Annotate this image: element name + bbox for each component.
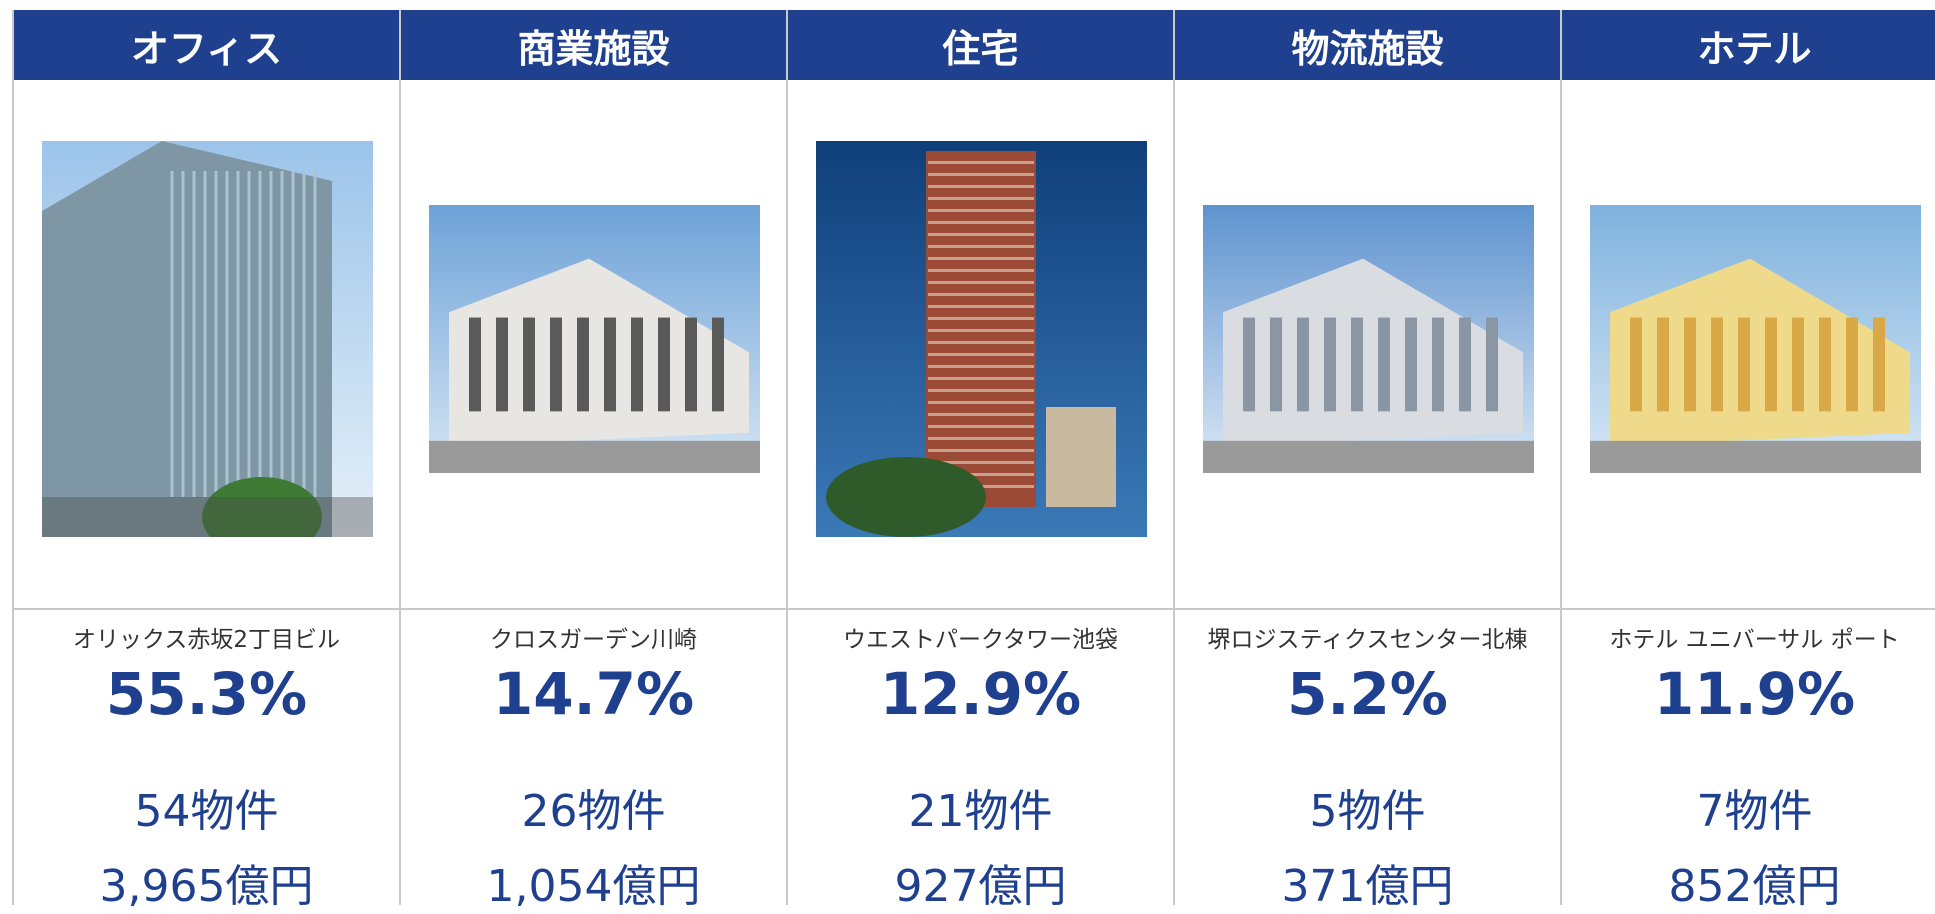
property-photo: [429, 205, 760, 473]
photo-caption: クロスガーデン川崎: [490, 627, 697, 653]
property-photo: [42, 141, 373, 537]
photo-caption: 堺ロジスティクスセンター北棟: [1207, 627, 1528, 653]
acquisition-amount: 3,965億円: [99, 861, 314, 912]
table-column: 商業施設 クロスガーデン川崎 14.7% 26物件 1,054億円: [399, 10, 786, 912]
acquisition-amount: 927億円: [894, 861, 1067, 912]
photo-caption: ウエストパークタワー池袋: [842, 627, 1119, 653]
column-header: 物流施設: [1175, 10, 1560, 80]
table-column: 物流施設 堺ロジスティクスセンター北棟 5.2% 5物件 371億円: [1173, 10, 1560, 912]
share-percent: 12.9%: [879, 660, 1082, 728]
property-count: 26物件: [521, 786, 666, 837]
table-column: 住宅 ウエストパークタワー池袋 12.9% 21物件 927億円: [786, 10, 1173, 912]
property-count: 5物件: [1309, 786, 1426, 837]
photo-caption: オリックス赤坂2丁目ビル: [73, 627, 340, 653]
photo-caption: ホテル ユニバーサル ポート: [1609, 627, 1900, 653]
share-percent: 5.2%: [1287, 660, 1448, 728]
property-count: 54物件: [134, 786, 279, 837]
photo-cell: 堺ロジスティクスセンター北棟: [1175, 80, 1560, 653]
acquisition-amount: 852億円: [1668, 861, 1841, 912]
share-percent: 11.9%: [1653, 660, 1856, 728]
table-column: ホテル ホテル ユニバーサル ポート 11.9% 7物件 852億円: [1560, 10, 1935, 912]
acquisition-amount: 371億円: [1281, 861, 1454, 912]
property-count: 7物件: [1696, 786, 1813, 837]
photo-cell: ホテル ユニバーサル ポート: [1562, 80, 1935, 653]
column-header: 商業施設: [401, 10, 786, 80]
property-table: オフィス オリックス赤坂2丁目ビル 55.3% 54物件 3,965億円 商業施設 クロ…: [12, 10, 1935, 912]
share-percent: 14.7%: [492, 660, 695, 728]
column-header: 住宅: [788, 10, 1173, 80]
column-header: オフィス: [14, 10, 399, 80]
column-header: ホテル: [1562, 10, 1935, 80]
photo-cell: ウエストパークタワー池袋: [788, 80, 1173, 653]
property-photo: [1203, 205, 1534, 473]
photo-cell: オリックス赤坂2丁目ビル: [14, 80, 399, 653]
table-column: オフィス オリックス赤坂2丁目ビル 55.3% 54物件 3,965億円: [12, 10, 399, 912]
property-count: 21物件: [908, 786, 1053, 837]
acquisition-amount: 1,054億円: [486, 861, 701, 912]
property-photo: [1590, 205, 1921, 473]
share-percent: 55.3%: [105, 660, 308, 728]
property-photo: [816, 141, 1147, 537]
photo-cell: クロスガーデン川崎: [401, 80, 786, 653]
